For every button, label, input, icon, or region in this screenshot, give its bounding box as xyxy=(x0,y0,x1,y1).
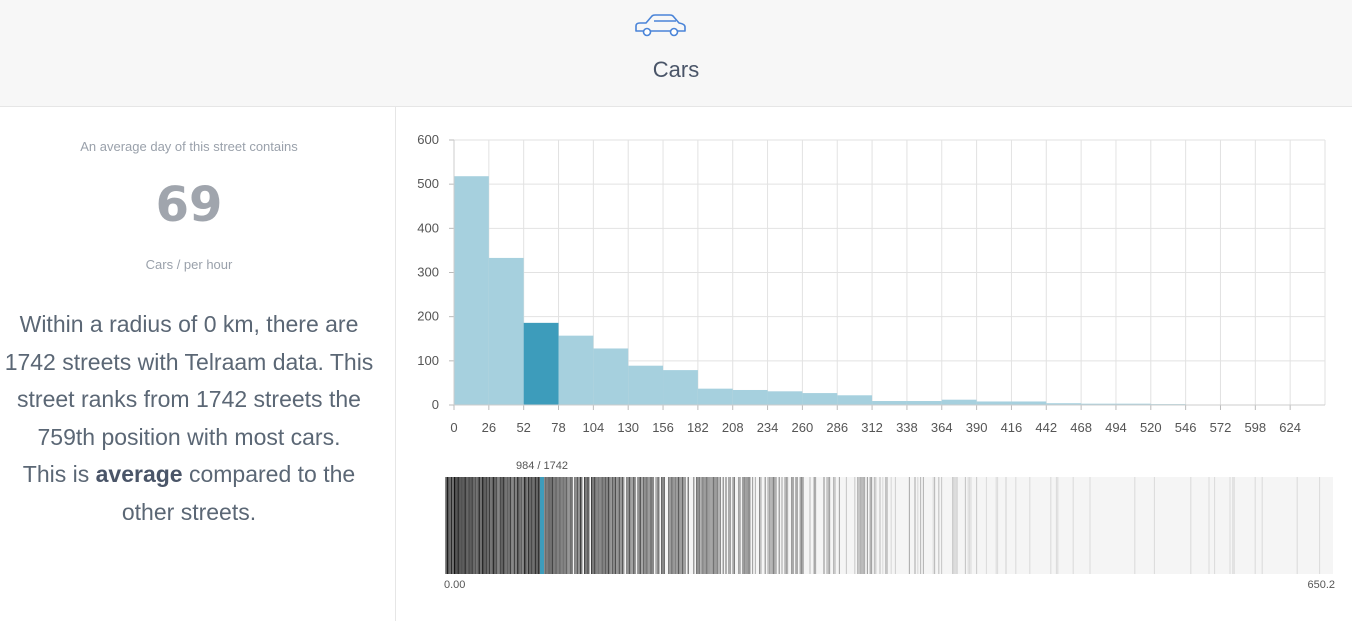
x-tick-label: 208 xyxy=(722,420,744,435)
x-tick-label: 286 xyxy=(826,420,848,435)
bar[interactable] xyxy=(941,399,977,405)
x-tick-label: 104 xyxy=(583,420,605,435)
ranking-description: Within a radius of 0 km, there are 1742 … xyxy=(0,306,378,531)
histogram-chart: 0 26 52 78 104 130 156 182 208 234 260 286 312 338 364… xyxy=(417,132,1335,591)
x-tick-label: 130 xyxy=(617,420,639,435)
comparison-bold: average xyxy=(95,461,183,487)
car-icon xyxy=(635,14,686,37)
x-tick-label: 26 xyxy=(482,420,496,435)
bar[interactable] xyxy=(837,395,873,405)
y-tick-label: 600 xyxy=(417,132,439,147)
y-tick-label: 400 xyxy=(417,220,439,235)
strip-marker-label: 984 / 1742 xyxy=(516,460,568,472)
page-title: Cars xyxy=(652,57,700,82)
bar[interactable] xyxy=(1115,403,1151,405)
x-tick-label: 234 xyxy=(757,420,779,435)
bar[interactable] xyxy=(1011,401,1047,405)
bar[interactable] xyxy=(1081,403,1116,405)
bar[interactable] xyxy=(558,335,594,405)
x-tick-label: 520 xyxy=(1140,420,1162,435)
comparison-pre: This is xyxy=(22,461,96,487)
x-tick-label: 572 xyxy=(1210,420,1232,435)
x-tick-label: 416 xyxy=(1001,420,1023,435)
strip-max-label: 650.2 xyxy=(1307,579,1335,591)
x-tick-label: 494 xyxy=(1105,420,1127,435)
x-tick-label: 78 xyxy=(551,420,565,435)
x-tick-labels: 0 26 52 78 104 130 156 182 208 234 260 286 312 338 364… xyxy=(450,420,1301,435)
strip-background xyxy=(446,477,1333,574)
bar[interactable] xyxy=(593,348,629,405)
bar[interactable] xyxy=(732,389,768,405)
x-tick-label: 624 xyxy=(1279,420,1301,435)
summary-intro: An average day of this street contains xyxy=(80,139,298,154)
comparison-post: compared to the other streets. xyxy=(121,461,356,525)
y-tick-label: 0 xyxy=(432,397,439,412)
x-tick-label: 598 xyxy=(1244,420,1266,435)
header: Cars xyxy=(0,0,1352,107)
bar[interactable] xyxy=(488,257,524,405)
bar[interactable] xyxy=(767,391,803,405)
bar[interactable] xyxy=(697,388,733,405)
ranking-text: Within a radius of 0 km, there are 1742 … xyxy=(4,311,374,450)
bar[interactable] xyxy=(872,401,907,405)
x-tick-label: 260 xyxy=(792,420,814,435)
x-tick-label: 468 xyxy=(1070,420,1092,435)
strip-min-label: 0.00 xyxy=(444,579,465,591)
y-tick-label: 300 xyxy=(417,265,439,280)
y-tick-label: 200 xyxy=(417,309,439,324)
chart-bars xyxy=(454,176,1325,405)
bar[interactable] xyxy=(628,365,664,405)
x-tick-label: 364 xyxy=(931,420,953,435)
y-tick-labels: 0 100 200 300 400 500 600 xyxy=(417,132,439,412)
y-tick-label: 500 xyxy=(417,176,439,191)
x-tick-label: 338 xyxy=(896,420,918,435)
x-tick-label: 182 xyxy=(687,420,709,435)
bar[interactable] xyxy=(906,401,942,405)
y-tick-label: 100 xyxy=(417,353,439,368)
bar[interactable] xyxy=(802,393,838,405)
x-tick-label: 52 xyxy=(516,420,530,435)
bar-highlighted[interactable] xyxy=(523,322,559,405)
x-tick-label: 546 xyxy=(1175,420,1197,435)
average-value: 69 xyxy=(155,177,223,233)
x-tick-label: 0 xyxy=(450,420,457,435)
bar[interactable] xyxy=(454,176,489,405)
bar[interactable] xyxy=(663,370,698,405)
average-unit: Cars / per hour xyxy=(145,257,233,272)
bar[interactable] xyxy=(1046,403,1082,405)
x-tick-label: 442 xyxy=(1035,420,1057,435)
chart-axes xyxy=(453,140,1325,406)
summary-panel: An average day of this street contains 6… xyxy=(0,107,396,621)
x-tick-label: 156 xyxy=(652,420,674,435)
distribution-strip xyxy=(445,477,1333,574)
bar[interactable] xyxy=(976,401,1012,405)
x-tick-label: 312 xyxy=(861,420,883,435)
strip-marker[interactable] xyxy=(540,477,544,574)
x-tick-label: 390 xyxy=(966,420,988,435)
